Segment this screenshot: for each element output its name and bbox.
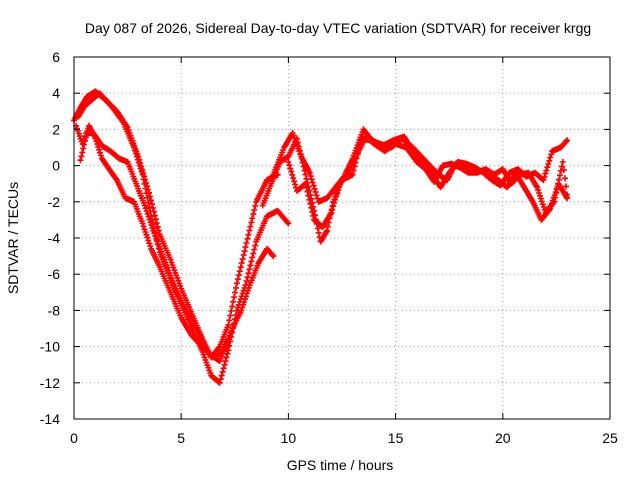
series-arc-2 <box>75 90 292 386</box>
series-arc-4 <box>77 130 232 365</box>
x-tick-label: 15 <box>388 430 404 446</box>
x-tick-label: 20 <box>495 430 511 446</box>
y-tick-label: -12 <box>40 375 60 391</box>
y-tick-label: -4 <box>48 230 61 246</box>
x-axis-label: GPS time / hours <box>287 457 394 473</box>
data-series <box>71 88 571 386</box>
data-point-markers <box>77 130 232 365</box>
grid-lines <box>74 57 610 419</box>
series-arc-7 <box>285 133 571 231</box>
y-tick-label: -14 <box>40 411 60 427</box>
y-tick-label: 6 <box>52 49 60 65</box>
x-tick-label: 0 <box>70 430 78 446</box>
y-tick-label: 0 <box>52 158 60 174</box>
x-tick-label: 25 <box>602 430 618 446</box>
x-tick-label: 5 <box>177 430 185 446</box>
y-axis-label: SDTVAR / TECUs <box>5 182 21 294</box>
data-point-markers <box>75 90 292 386</box>
y-tick-label: -2 <box>48 194 61 210</box>
y-tick-label: -10 <box>40 339 60 355</box>
y-tick-label: 4 <box>52 85 60 101</box>
y-tick-label: 2 <box>52 121 60 137</box>
y-tick-label: -6 <box>48 266 61 282</box>
data-point-markers <box>285 133 571 231</box>
chart-title: Day 087 of 2026, Sidereal Day-to-day VTE… <box>85 20 591 36</box>
y-tick-label: -8 <box>48 302 61 318</box>
axis-ticks: 0 5 10 15 20 25 -14 -12 -10 -8 -6 -4 -2 0 2 4 6 <box>40 49 618 446</box>
x-tick-label: 10 <box>281 430 297 446</box>
